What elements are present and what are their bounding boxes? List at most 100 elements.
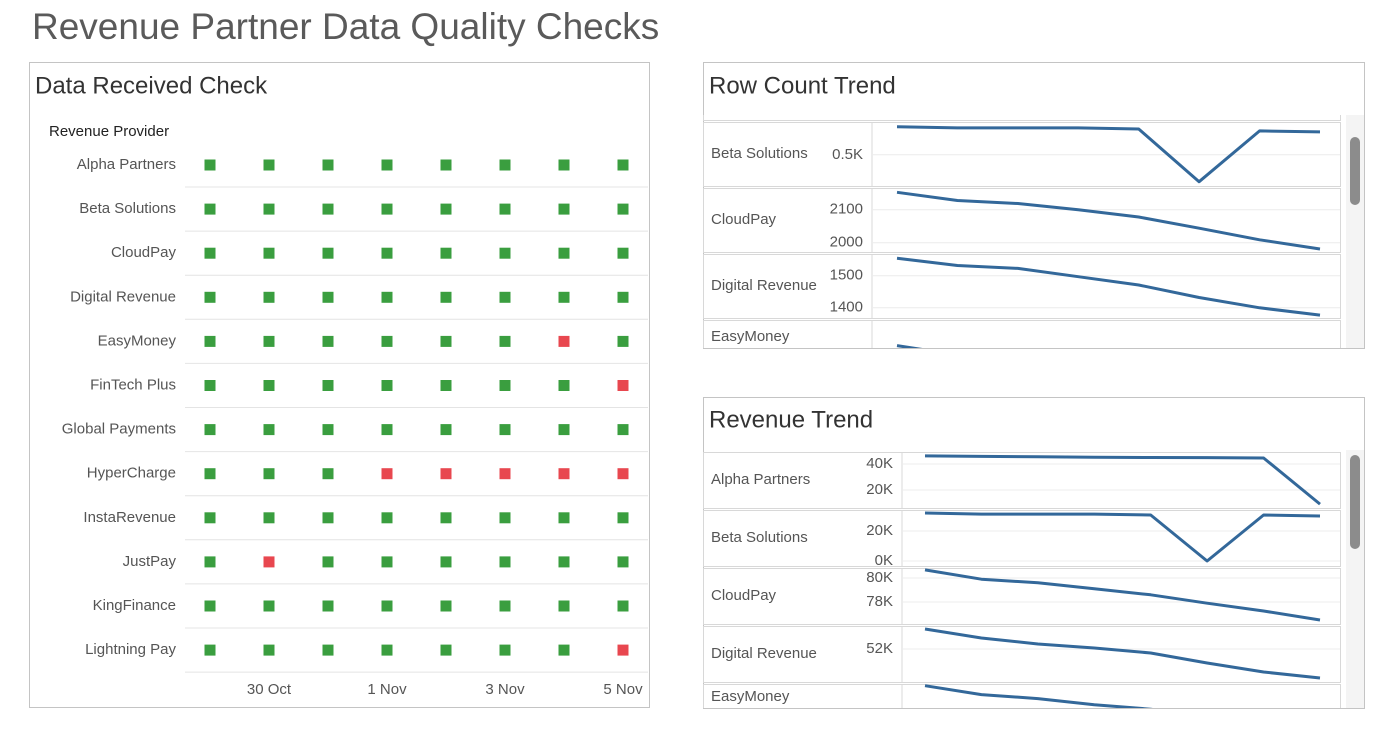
- status-cell: [558, 335, 570, 347]
- row-label: CloudPay: [111, 244, 177, 261]
- status-cell: [263, 380, 275, 391]
- x-tick-label: 30 Oct: [247, 681, 292, 698]
- row-frame: [703, 452, 1341, 509]
- status-cell: [204, 600, 216, 612]
- status-cell: [499, 556, 511, 568]
- x-tick-label: 1 Nov: [367, 681, 407, 698]
- status-cell: [440, 512, 452, 524]
- panel: [703, 397, 1365, 709]
- status-cell: [204, 247, 216, 259]
- y-tick-label: 0.5K: [832, 146, 863, 163]
- status-cell: [204, 556, 216, 568]
- row-label: CloudPay: [711, 211, 777, 228]
- status-cell: [440, 159, 452, 171]
- trend-line: [924, 511, 1321, 563]
- status-cell: [440, 203, 452, 215]
- status-cell: [499, 247, 511, 259]
- y-tick-label: 2000: [830, 234, 863, 251]
- row-frame: [703, 568, 1341, 625]
- status-cell: [204, 203, 216, 215]
- status-cell: [617, 556, 629, 568]
- status-cell: [204, 291, 216, 303]
- status-cell: [440, 335, 452, 347]
- status-cell: [381, 644, 393, 656]
- status-cell: [617, 600, 629, 612]
- trend-line: [924, 568, 1321, 622]
- row-label: Digital Revenue: [711, 645, 817, 662]
- status-cell: [499, 203, 511, 215]
- y-tick-label: 1500: [830, 267, 863, 284]
- y-tick-label: 2100: [830, 201, 863, 218]
- status-cell: [381, 556, 393, 568]
- status-cell: [322, 644, 334, 656]
- scrollbar-thumb[interactable]: [1350, 137, 1360, 205]
- row-frame: [703, 510, 1341, 567]
- status-cell: [617, 644, 629, 656]
- status-cell: [322, 600, 334, 612]
- x-tick-label: 3 Nov: [485, 681, 525, 698]
- trend-line: [924, 627, 1321, 680]
- status-cell: [440, 247, 452, 259]
- status-cell: [617, 512, 629, 524]
- row-label: Lightning Pay: [85, 641, 176, 658]
- status-cell: [617, 291, 629, 303]
- row-label: Beta Solutions: [79, 200, 176, 217]
- status-cell: [263, 291, 275, 303]
- trend-line: [896, 125, 1321, 184]
- y-tick-label: 52K: [866, 640, 893, 657]
- status-cell: [204, 335, 216, 347]
- status-cell: [499, 335, 511, 347]
- status-cell: [440, 468, 452, 480]
- status-cell: [322, 556, 334, 568]
- status-cell: [558, 203, 570, 215]
- status-cell: [558, 247, 570, 259]
- status-cell: [381, 468, 393, 480]
- status-cell: [322, 291, 334, 303]
- status-cell: [322, 380, 334, 391]
- row-frame: [703, 320, 1341, 348]
- status-cell: [381, 512, 393, 524]
- row-label: EasyMoney: [711, 328, 790, 345]
- panel-rows: Beta Solutions 0.5K CloudPay 2000 2100 Digita…: [703, 122, 1341, 348]
- status-cell: [322, 424, 334, 436]
- status-cell: [617, 468, 629, 480]
- row-label: Beta Solutions: [711, 529, 808, 546]
- scrollbar-thumb[interactable]: [1350, 455, 1360, 549]
- status-cell: [499, 512, 511, 524]
- status-cell: [263, 600, 275, 612]
- panel-title: Row Count Trend: [709, 72, 896, 99]
- status-cell: [558, 159, 570, 171]
- row-label: Beta Solutions: [711, 145, 808, 162]
- status-cell: [499, 644, 511, 656]
- status-cell: [263, 468, 275, 480]
- row-label: Alpha Partners: [77, 156, 176, 173]
- status-cell: [322, 468, 334, 480]
- status-cell: [204, 644, 216, 656]
- row-frame: [703, 188, 1341, 253]
- status-cell: [499, 468, 511, 480]
- status-cell: [440, 600, 452, 612]
- status-cell: [440, 424, 452, 436]
- status-cell: [617, 335, 629, 347]
- status-cell: [558, 512, 570, 524]
- status-cell: [558, 380, 570, 391]
- status-cell: [263, 247, 275, 259]
- row-label: Alpha Partners: [711, 471, 810, 488]
- status-cell: [499, 600, 511, 612]
- status-cell: [263, 424, 275, 436]
- status-cell: [558, 468, 570, 480]
- trend-line: [896, 344, 923, 348]
- status-cell: [381, 335, 393, 347]
- status-cell: [381, 247, 393, 259]
- status-cell: [322, 159, 334, 171]
- y-tick-label: 20K: [866, 522, 893, 539]
- row-frame: [703, 254, 1341, 319]
- y-tick-label: 20K: [866, 481, 893, 498]
- status-cell: [499, 424, 511, 436]
- status-cell: [558, 291, 570, 303]
- row-label: Global Payments: [62, 421, 176, 438]
- dashboard-title: Revenue Partner Data Quality Checks: [32, 6, 659, 47]
- row-frame: [703, 684, 1341, 708]
- row-label: HyperCharge: [87, 465, 176, 482]
